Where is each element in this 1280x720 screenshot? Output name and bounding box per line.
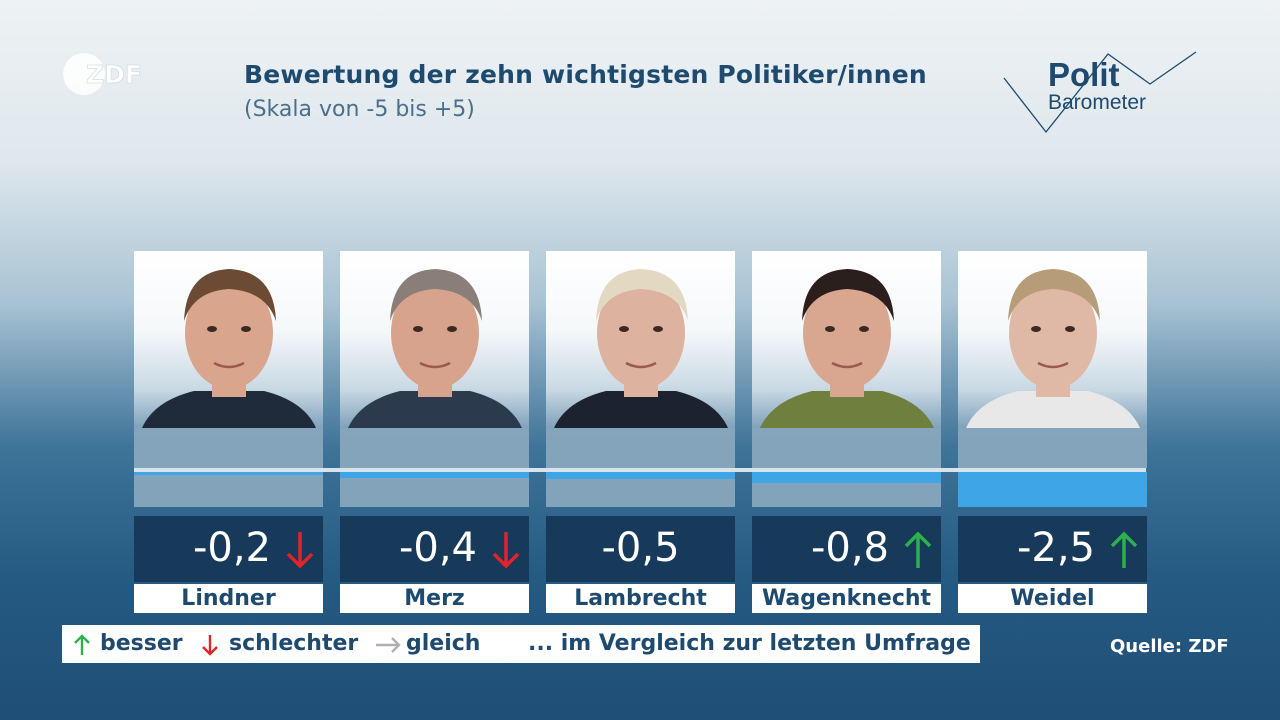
value-box: -0,5 [546,516,735,582]
bar-background-top [958,428,1147,468]
rating-chart: -0,2 Lindner -0,4 Merz -0,5 Lambrecht -0,8 Wage… [134,251,1147,613]
header: Bewertung der zehn wichtigsten Politiker… [244,60,927,122]
politician-card: -0,4 Merz [340,251,529,613]
politbarometer-logo: Polit Barometer [1000,50,1200,136]
politician-name: Lindner [134,584,323,613]
chart-title: Bewertung der zehn wichtigsten Politiker… [244,60,927,89]
value-label: -0,2 [192,525,271,571]
bar-background-top [134,428,323,468]
portrait-photo [134,251,323,428]
bar-background-top [546,428,735,468]
legend: besser schlechter gleich ... im Vergleic… [62,625,980,663]
arrow-down-icon [202,635,218,656]
bar-background-top [752,428,941,468]
source-label: Quelle: ZDF [1110,636,1229,657]
legend-worse: schlechter [229,631,359,656]
value-bar [958,472,1147,507]
barometer-word: Barometer [1048,91,1147,114]
value-box: -0,4 [340,516,529,582]
value-bar [134,472,323,475]
bar-background-bottom [340,472,529,507]
value-bar [340,472,529,478]
arrow-right-icon [376,637,401,653]
politician-name: Wagenknecht [752,584,941,613]
portrait-photo [546,251,735,428]
legend-same: gleich [406,631,481,656]
legend-better: besser [100,631,183,656]
arrow-down-icon [492,532,520,569]
value-label: -0,4 [398,525,477,571]
politician-card: -0,8 Wagenknecht [752,251,941,613]
arrow-down-icon [286,532,314,569]
arrow-up-icon [1110,531,1138,568]
portrait-photo [958,251,1147,428]
value-box: -2,5 [958,516,1147,582]
politician-card: -0,2 Lindner [134,251,323,613]
zero-line [134,468,1146,472]
value-box: -0,8 [752,516,941,582]
value-label: -0,8 [810,525,889,571]
value-label: -2,5 [1016,525,1095,571]
bar-background-bottom [134,472,323,507]
politician-name: Lambrecht [546,584,735,613]
politician-card: -0,5 Lambrecht [546,251,735,613]
legend-comparison: ... im Vergleich zur letzten Umfrage [528,631,971,656]
politician-card: -2,5 Weidel [958,251,1147,613]
polit-word: Polit [1048,56,1120,93]
value-label: -0,5 [601,525,680,571]
zdf-logo: ZDF [62,52,146,96]
zdf-logo-text: ZDF [86,60,142,89]
value-bar [546,472,735,479]
politician-name: Merz [340,584,529,613]
value-bar [752,472,941,484]
bar-background-top [340,428,529,468]
arrow-up-icon [74,634,90,655]
value-box: -0,2 [134,516,323,582]
portrait-photo [752,251,941,428]
chart-subtitle: (Skala von -5 bis +5) [244,97,475,122]
politician-name: Weidel [958,584,1147,613]
arrow-up-icon [904,531,932,568]
portrait-photo [340,251,529,428]
